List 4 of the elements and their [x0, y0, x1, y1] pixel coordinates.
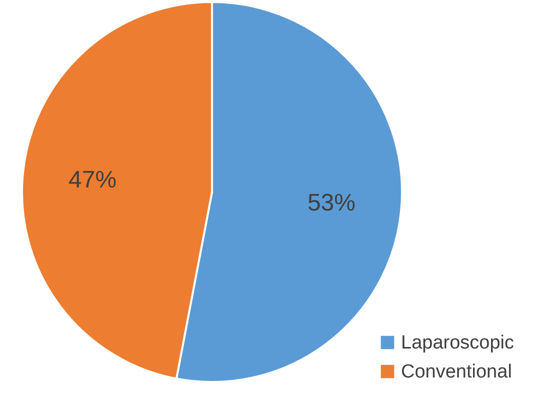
- data-label: 53%: [307, 189, 356, 216]
- legend-label: Conventional: [401, 362, 512, 382]
- data-label: 47%: [68, 166, 117, 194]
- legend-label: Laparoscopic: [401, 332, 514, 354]
